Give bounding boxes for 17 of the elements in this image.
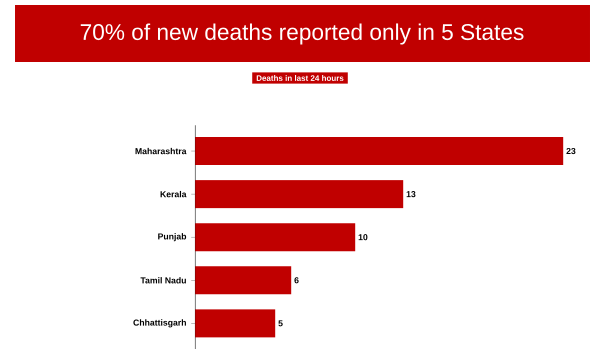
data-label: 13: [406, 190, 416, 197]
y-tick-label: Tamil Nadu: [140, 276, 186, 284]
bar: [195, 266, 292, 294]
bar: [195, 180, 404, 208]
data-label: 6: [294, 276, 299, 284]
data-label: 10: [358, 234, 368, 240]
bar: [195, 136, 564, 165]
y-tick-label: Chhattisgarh: [133, 319, 186, 328]
data-label: 5: [278, 320, 283, 326]
chart-title: 70% of new deaths reported only in 5 States: [80, 23, 524, 44]
data-label: 23: [566, 148, 576, 154]
bar: [195, 309, 276, 338]
y-tick-label: Punjab: [158, 232, 186, 242]
chart-subtitle: Deaths in last 24 hours: [256, 74, 344, 81]
bar: [195, 222, 356, 251]
y-tick-label: Kerala: [160, 190, 187, 198]
y-tick-label: Maharashtra: [136, 148, 187, 154]
